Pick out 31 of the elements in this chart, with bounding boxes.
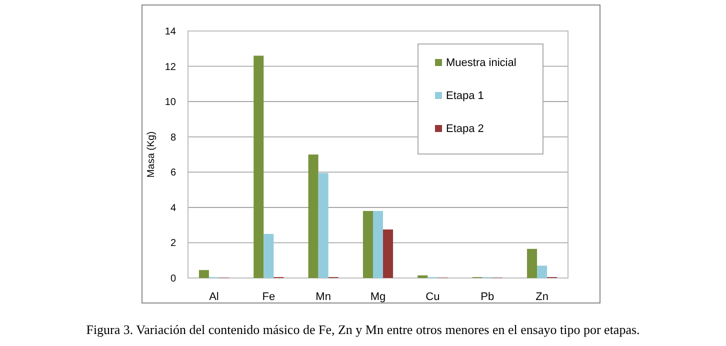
x-tick-label: Fe xyxy=(262,291,276,303)
y-tick-label: 2 xyxy=(170,238,176,250)
y-tick-label: 6 xyxy=(170,168,176,179)
y-tick-label: 4 xyxy=(170,202,176,214)
y-tick-label: 8 xyxy=(170,132,176,144)
bar xyxy=(383,229,394,278)
bar xyxy=(418,275,428,278)
x-tick-label: Cu xyxy=(426,291,440,303)
bar xyxy=(362,210,373,278)
bar xyxy=(318,173,328,278)
x-tick-label: Mn xyxy=(316,291,331,303)
x-tick-label: Zn xyxy=(536,291,548,303)
bar xyxy=(254,56,264,278)
y-tick-label: 14 xyxy=(164,26,176,38)
x-tick-label: Al xyxy=(209,291,219,303)
x-tick-label: Pb xyxy=(480,291,494,303)
bar xyxy=(526,248,538,278)
bar xyxy=(308,154,318,278)
y-tick-label: 10 xyxy=(164,97,176,108)
bar xyxy=(537,266,548,278)
bar xyxy=(198,270,209,278)
y-axis-title: Masa (Kg) xyxy=(146,131,157,178)
legend-label: Etapa 1 xyxy=(446,90,484,102)
legend-label: Muestra inicial xyxy=(446,57,516,69)
bar xyxy=(372,210,384,278)
y-tick-label: 12 xyxy=(164,62,176,73)
legend-label: Etapa 2 xyxy=(446,123,484,135)
y-tick-label: 0 xyxy=(170,274,176,284)
x-tick-label: Mg xyxy=(370,291,386,303)
text: Figura 3. Variación del contenido másico de Fe, Zn y Mn entre otros menores en el ensayo tipo por etapas. xyxy=(86,322,640,337)
bar xyxy=(264,234,274,278)
